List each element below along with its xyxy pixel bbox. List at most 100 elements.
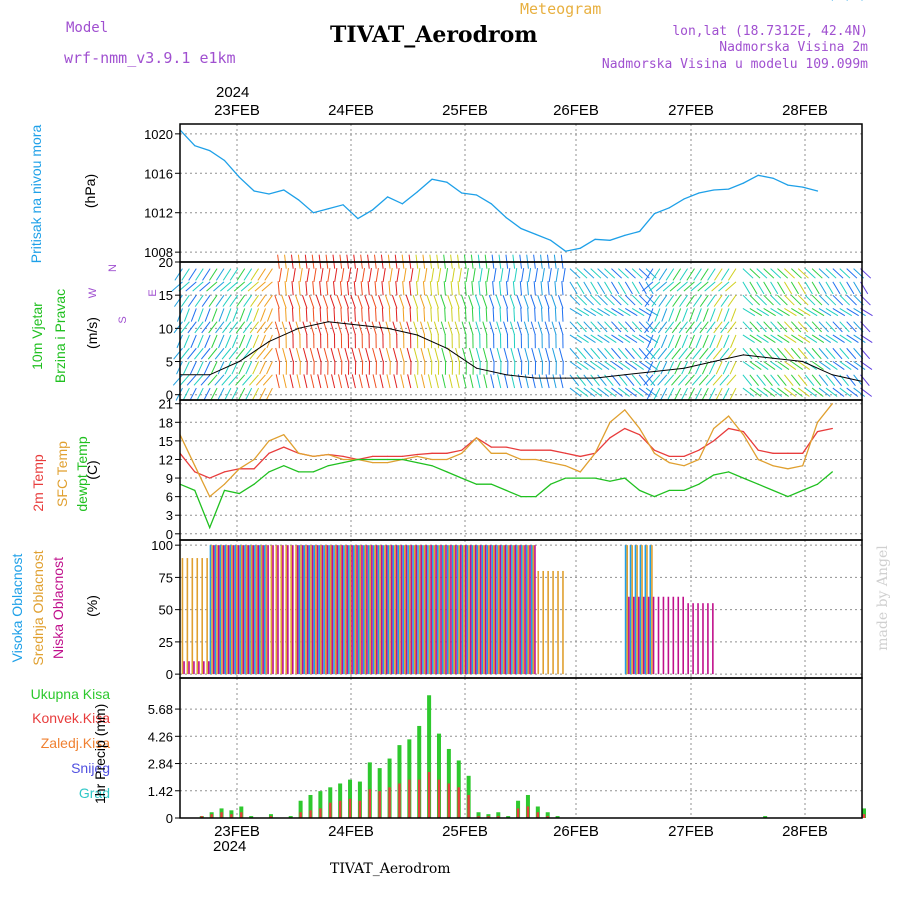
wind-barb bbox=[217, 361, 225, 375]
mid-cloud-bar bbox=[448, 545, 451, 675]
wind-barb bbox=[347, 307, 350, 322]
wind-barb bbox=[434, 347, 439, 362]
wind-barb bbox=[631, 361, 644, 370]
wind-barb bbox=[235, 347, 246, 360]
mid-cloud-bar bbox=[196, 558, 199, 675]
wind-barb bbox=[631, 268, 643, 279]
wind-barb bbox=[665, 294, 675, 307]
temp-sfc-line-point bbox=[431, 458, 433, 461]
high-cloud-bar bbox=[427, 545, 429, 675]
wind-barb bbox=[625, 334, 638, 344]
wind-compass-label: N bbox=[107, 264, 119, 272]
temp-sfc-line-point bbox=[727, 415, 730, 417]
mid-cloud-bar bbox=[201, 558, 203, 675]
wind-barb bbox=[818, 294, 830, 306]
wind-barb bbox=[239, 308, 246, 322]
wind-barb bbox=[179, 374, 190, 386]
wind-barb bbox=[343, 295, 349, 309]
wind-barb bbox=[174, 294, 183, 307]
wind-barb bbox=[763, 361, 776, 370]
low-cloud-bar bbox=[707, 603, 709, 675]
temp-sfc-line-point bbox=[757, 458, 759, 461]
wind-barb bbox=[346, 281, 350, 296]
low-cloud-bar bbox=[504, 545, 507, 675]
low-cloud-bar bbox=[316, 545, 319, 675]
wind-barb bbox=[468, 347, 474, 362]
total-precip-bar bbox=[486, 814, 491, 818]
mid-cloud-bar bbox=[413, 545, 416, 675]
wind-barb bbox=[653, 334, 661, 349]
pressure-frame bbox=[179, 123, 863, 263]
temp-2m-line-point bbox=[564, 452, 567, 454]
wind-barb bbox=[344, 374, 350, 389]
wind-barb bbox=[839, 294, 851, 306]
wind-barb bbox=[562, 267, 566, 282]
wind-barb bbox=[706, 321, 716, 334]
pressure-line-point bbox=[624, 234, 626, 236]
high-cloud-bar bbox=[417, 545, 419, 675]
wind-barb bbox=[220, 281, 232, 292]
dewpt-line-point bbox=[535, 496, 537, 498]
dewpt-line-point bbox=[209, 527, 211, 529]
high-cloud-bar bbox=[624, 545, 627, 675]
wind-barb bbox=[698, 374, 709, 386]
page-title: TIVAT_Aerodrom bbox=[330, 22, 538, 48]
wind-barb bbox=[597, 374, 607, 386]
dewpt-line-point bbox=[550, 483, 552, 485]
wind-barb bbox=[569, 294, 581, 306]
wind-barb bbox=[611, 321, 622, 333]
high-cloud-bar bbox=[382, 545, 385, 675]
wind-barb bbox=[763, 347, 774, 360]
temperature-ytick-label: 0 bbox=[166, 527, 173, 542]
wind-barb bbox=[189, 387, 197, 401]
wind-barb bbox=[708, 361, 716, 375]
mid-cloud-bar bbox=[285, 545, 288, 675]
wind-barb bbox=[186, 374, 197, 386]
wind-barb bbox=[576, 294, 588, 306]
low-cloud-bar bbox=[390, 545, 393, 675]
wind-speed-line-point bbox=[535, 377, 537, 379]
wind-barb bbox=[643, 347, 654, 360]
wind-barb bbox=[313, 267, 317, 282]
wind-barb bbox=[839, 308, 853, 317]
x-tick-label-top: 26FEB bbox=[553, 102, 599, 119]
wind-barb bbox=[561, 281, 564, 296]
year-bottom-label: 2024 bbox=[213, 838, 247, 855]
wind-barb bbox=[590, 361, 603, 370]
wind-barb bbox=[385, 347, 391, 362]
wind-barb bbox=[832, 374, 843, 386]
wind-speed-line-point bbox=[238, 360, 240, 363]
wind-barb bbox=[182, 387, 190, 401]
wind-barb bbox=[558, 347, 564, 362]
wind-barb bbox=[257, 268, 266, 281]
wind-barb bbox=[193, 374, 204, 386]
wind-barb bbox=[350, 295, 356, 309]
temp-sfc-line-point bbox=[446, 458, 448, 461]
wind-barb bbox=[289, 374, 294, 389]
wind-barb bbox=[399, 321, 405, 336]
wind-speed-line-point bbox=[831, 374, 833, 376]
wind-barb bbox=[308, 295, 315, 309]
wind-barb bbox=[742, 294, 754, 306]
mid-cloud-bar bbox=[275, 545, 278, 675]
total-precip-bar bbox=[417, 725, 422, 818]
wind-barb bbox=[201, 294, 211, 307]
mid-cloud-bar bbox=[389, 545, 391, 675]
pressure-line-point bbox=[342, 204, 344, 206]
wind-barb bbox=[718, 281, 730, 292]
wind-barb bbox=[569, 308, 583, 317]
wind-barb bbox=[644, 321, 654, 334]
wind-barb bbox=[604, 347, 615, 360]
wind-barb bbox=[180, 294, 190, 307]
wind-barb bbox=[671, 374, 682, 386]
mid-cloud-bar bbox=[502, 545, 505, 675]
mid-cloud-bar bbox=[265, 545, 268, 675]
low-cloud-bar bbox=[410, 545, 413, 675]
wind-barb bbox=[818, 321, 829, 333]
pressure-line-point bbox=[431, 178, 433, 180]
dewpt-line bbox=[179, 458, 833, 530]
wind-barb bbox=[683, 281, 695, 292]
mid-cloud-bar bbox=[186, 558, 189, 675]
dewpt-line-point bbox=[772, 489, 774, 492]
wind-barb bbox=[471, 281, 474, 296]
